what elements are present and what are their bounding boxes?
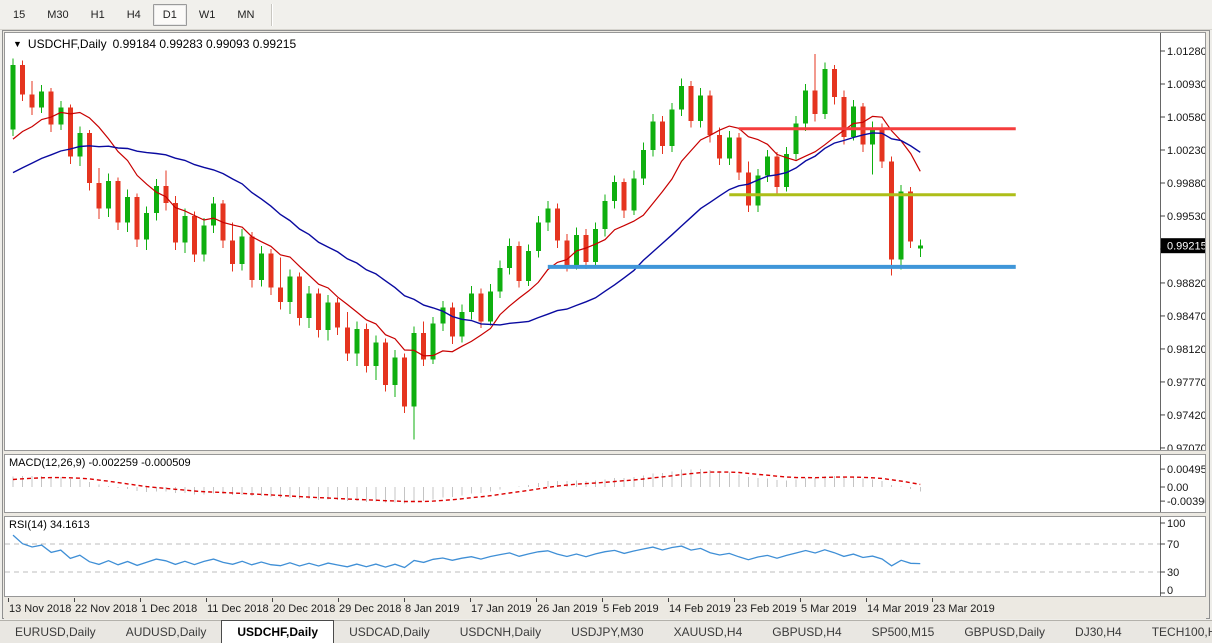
current-price-box	[1161, 238, 1205, 254]
tab-audusd-daily[interactable]: AUDUSD,Daily	[125, 625, 207, 639]
ma-slow-line	[12, 132, 921, 326]
date-tick-label: 1 Dec 2018	[141, 603, 198, 615]
date-tick-mark	[668, 598, 669, 602]
rsi-axis-tick-label: 0	[1167, 585, 1173, 596]
macd-label: MACD(12,26,9) -0.002259 -0.000509	[9, 457, 191, 469]
date-tick-label: 8 Jan 2019	[405, 603, 460, 615]
tab-usdcnh-daily[interactable]: USDCNH,Daily	[459, 625, 542, 639]
price-axis-tick-label: 0.98820	[1167, 278, 1205, 290]
tab-usdchf-daily[interactable]: USDCHF,Daily	[221, 620, 335, 643]
price-axis-tick-label: 0.98470	[1167, 311, 1205, 323]
date-tick-mark	[734, 598, 735, 602]
price-axis-tick-label: 1.00930	[1167, 79, 1205, 91]
macd-canvas[interactable]: 0.004952 0.00 -0.003905	[5, 455, 1205, 512]
date-tick-mark	[800, 598, 801, 602]
date-tick-mark	[74, 598, 75, 602]
chart-symbol-label: USDCHF,Daily	[27, 37, 107, 51]
date-tick-mark	[932, 598, 933, 602]
date-tick-mark	[470, 598, 471, 602]
chart-quote-line: ▼ USDCHF,Daily 0.99184 0.99283 0.99093 0…	[13, 37, 296, 51]
macd-axis-tick-label: 0.004952	[1167, 464, 1205, 476]
date-tick-mark	[140, 598, 141, 602]
price-axis-tick-label: 1.01280	[1167, 46, 1205, 58]
symbol-dropdown-icon[interactable]: ▼	[13, 39, 22, 49]
current-price-label: 0.99215	[1167, 241, 1205, 253]
date-tick-mark	[206, 598, 207, 602]
timeframe-button-15[interactable]: 15	[13, 8, 26, 21]
date-tick-label: 17 Jan 2019	[471, 603, 532, 615]
macd-axis-tick-label: -0.003905	[1167, 496, 1205, 508]
date-tick-mark	[272, 598, 273, 602]
price-axis-tick-label: 0.99530	[1167, 211, 1205, 223]
price-axis-tick-label: 1.00580	[1167, 112, 1205, 124]
tab-gbpusd-daily[interactable]: GBPUSD,Daily	[964, 625, 1046, 639]
rsi-canvas[interactable]: 100 70 30 0	[5, 517, 1205, 596]
tab-tech100-h1[interactable]: TECH100,H1	[1151, 625, 1212, 639]
candlestick-layer	[10, 53, 923, 440]
chart-window: ▼ USDCHF,Daily 0.99184 0.99283 0.99093 0…	[2, 30, 1210, 619]
timeframe-button-H1[interactable]: H1	[90, 8, 105, 21]
date-tick-label: 14 Feb 2019	[669, 603, 731, 615]
tab-sp500-m15[interactable]: SP500,M15	[871, 625, 935, 639]
date-tick-label: 20 Dec 2018	[273, 603, 336, 615]
timeframe-button-H4[interactable]: H4	[126, 8, 141, 21]
date-tick-mark	[404, 598, 405, 602]
chart-tab-bar: EURUSD,Daily AUDUSD,Daily USDCHF,Daily USDC…	[0, 620, 1212, 643]
date-tick-mark	[866, 598, 867, 602]
rsi-axis-tick-label: 30	[1167, 567, 1179, 579]
chart-ohlc-values: 0.99184 0.99283 0.99093 0.99215	[112, 37, 297, 51]
date-tick-mark	[8, 598, 9, 602]
date-tick-label: 22 Nov 2018	[75, 603, 138, 615]
tab-dj30-h4[interactable]: DJ30,H4	[1075, 625, 1122, 639]
price-axis-tick-label: 1.00230	[1167, 145, 1205, 157]
rsi-axis-tick-label: 70	[1167, 539, 1179, 551]
tab-xauusd-h4[interactable]: XAUUSD,H4	[673, 625, 743, 639]
macd-indicator-pane[interactable]: MACD(12,26,9) -0.002259 -0.000509 0.0049…	[4, 454, 1206, 513]
date-tick-label: 13 Nov 2018	[9, 603, 72, 615]
price-axis-tick-label: 0.97420	[1167, 410, 1205, 422]
timeframe-toolbar: 15 M30 H1 H4 D1 W1 MN	[0, 0, 1212, 30]
date-tick-mark	[536, 598, 537, 602]
timeframe-button-W1[interactable]: W1	[198, 8, 216, 21]
tab-usdcad-daily[interactable]: USDCAD,Daily	[349, 625, 430, 639]
price-chart-pane[interactable]: ▼ USDCHF,Daily 0.99184 0.99283 0.99093 0…	[4, 32, 1206, 451]
timeframe-button-MN[interactable]: MN	[237, 8, 255, 21]
date-tick-label: 23 Mar 2019	[933, 603, 995, 615]
date-tick-mark	[338, 598, 339, 602]
rsi-axis-tick-label: 100	[1167, 518, 1185, 530]
ma-fast-line	[12, 111, 921, 357]
date-tick-mark	[602, 598, 603, 602]
date-tick-label: 14 Mar 2019	[867, 603, 929, 615]
macd-signal-line	[12, 471, 921, 503]
price-axis-tick-label: 0.98120	[1167, 344, 1205, 356]
macd-axis-tick-label: 0.00	[1167, 482, 1188, 494]
timeframe-button-M30[interactable]: M30	[47, 8, 69, 21]
price-chart-canvas[interactable]: 1.01280 1.00930 1.00580 1.00230 0.99880 0.995…	[5, 33, 1205, 450]
date-tick-label: 26 Jan 2019	[537, 603, 598, 615]
price-axis-tick-label: 0.97770	[1167, 377, 1205, 389]
timeframe-button-D1[interactable]: D1	[152, 3, 187, 26]
rsi-label: RSI(14) 34.1613	[9, 519, 90, 531]
price-axis-tick-label: 0.99880	[1167, 178, 1205, 190]
rsi-indicator-pane[interactable]: RSI(14) 34.1613 100 70 30 0	[4, 516, 1206, 597]
tab-usdjpy-m30[interactable]: USDJPY,M30	[571, 625, 644, 639]
date-tick-label: 11 Dec 2018	[207, 603, 269, 615]
date-tick-label: 23 Feb 2019	[735, 603, 797, 615]
date-axis: 13 Nov 2018 22 Nov 2018 1 Dec 2018 11 Dec 2…	[4, 598, 1206, 619]
date-tick-label: 29 Dec 2018	[339, 603, 402, 615]
rsi-line	[12, 534, 921, 569]
tab-gbpusd-h4[interactable]: GBPUSD,H4	[772, 625, 842, 639]
date-tick-label: 5 Mar 2019	[801, 603, 857, 615]
tab-eurusd-daily[interactable]: EURUSD,Daily	[15, 625, 96, 639]
toolbar-separator	[271, 3, 274, 26]
price-axis-tick-label: 0.97070	[1167, 443, 1205, 450]
date-tick-label: 5 Feb 2019	[603, 603, 659, 615]
